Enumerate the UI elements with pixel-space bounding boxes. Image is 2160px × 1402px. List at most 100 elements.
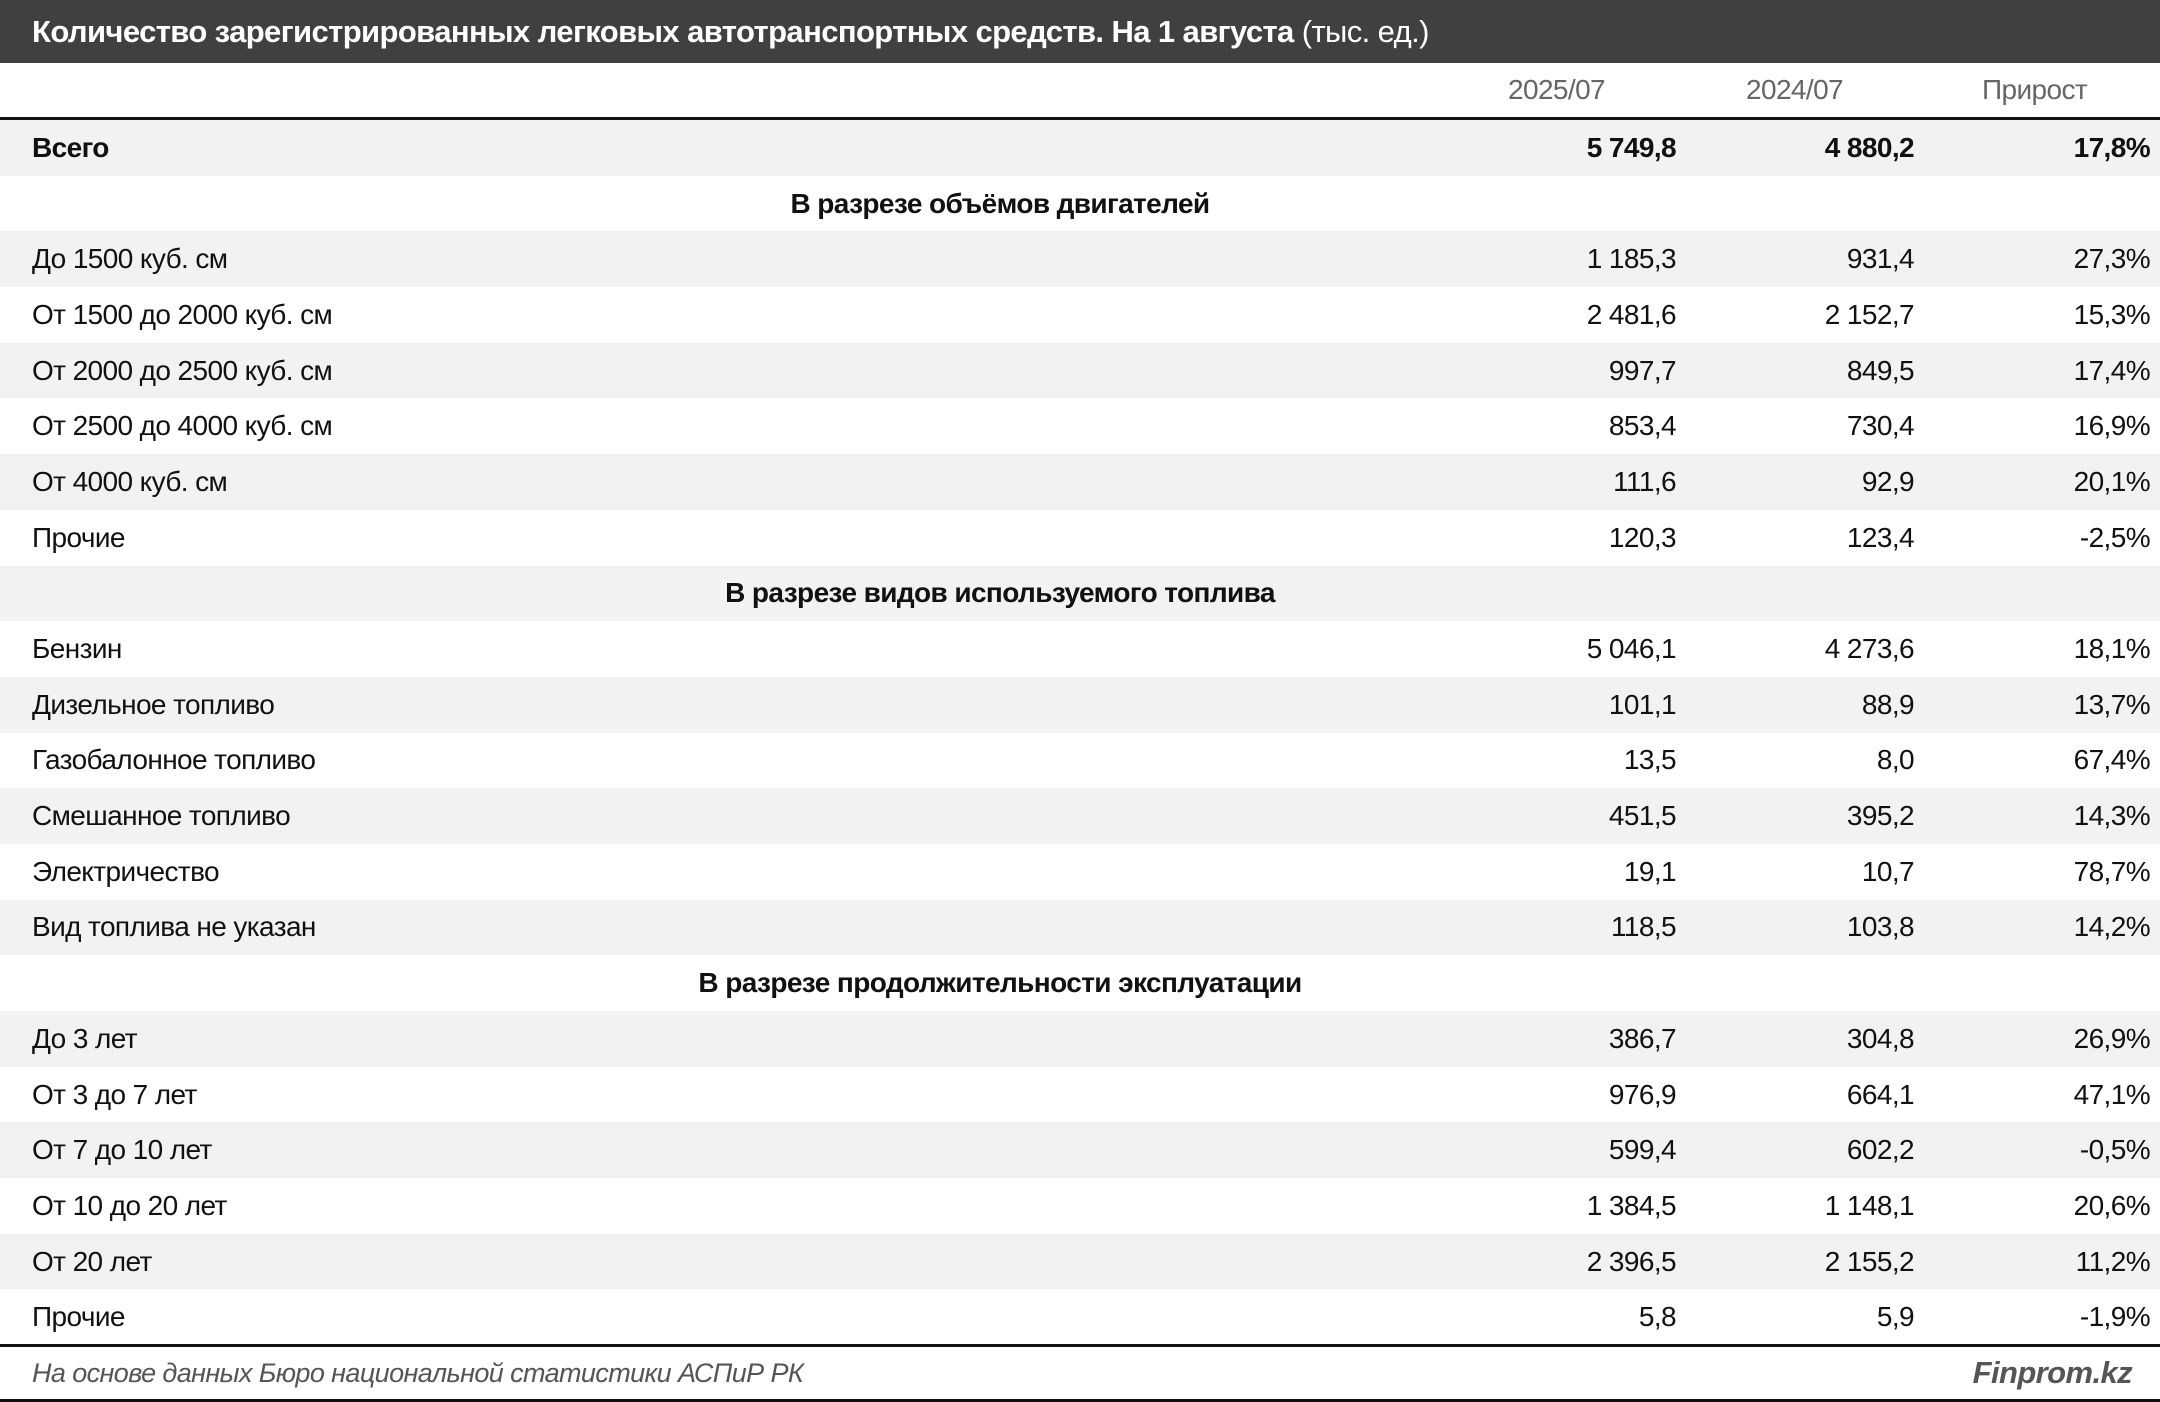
table-row: Дизельное топливо 101,1 88,9 13,7% bbox=[0, 676, 2160, 733]
value-2024: 2 152,7 bbox=[1824, 298, 1915, 330]
table-row: Вид топлива не указан 118,5 103,8 14,2% bbox=[0, 899, 2160, 956]
footer-bottom-border bbox=[0, 1399, 2160, 1402]
title-unit: (тыс. ед.) bbox=[1293, 14, 1430, 49]
table-row: От 3 до 7 лет 976,9 664,1 47,1% bbox=[0, 1067, 2160, 1123]
table-row: От 1500 до 2000 куб. см 2 481,6 2 152,7 … bbox=[0, 287, 2160, 343]
header-row: 2025/07 2024/07 Прирост bbox=[0, 63, 2160, 120]
value-2024: 395,2 bbox=[1846, 800, 1915, 832]
table-bottom-border bbox=[0, 1344, 2160, 1347]
value-2025: 120,3 bbox=[1608, 521, 1677, 553]
row-label: Газобалонное топливо bbox=[32, 744, 316, 776]
row-label: От 3 до 7 лет bbox=[32, 1078, 197, 1110]
row-label: Прочие bbox=[32, 521, 125, 553]
value-2024: 931,4 bbox=[1846, 243, 1915, 275]
table-row: От 10 до 20 лет 1 384,5 1 148,1 20,6% bbox=[0, 1178, 2160, 1234]
table-row: Прочие 5,8 5,9 -1,9% bbox=[0, 1289, 2160, 1345]
value-growth: 15,3% bbox=[2073, 298, 2151, 330]
row-label: От 20 лет bbox=[32, 1245, 152, 1277]
value-growth: 14,3% bbox=[2073, 800, 2151, 832]
row-label: От 2500 до 4000 куб. см bbox=[32, 410, 333, 442]
value-growth: 18,1% bbox=[2073, 633, 2151, 665]
row-label: От 2000 до 2500 куб. см bbox=[32, 354, 333, 386]
value-growth: 17,8% bbox=[2073, 131, 2151, 163]
value-2025: 13,5 bbox=[1623, 744, 1677, 776]
section-title: В разрезе продолжительности эксплуатации bbox=[698, 967, 1302, 999]
value-growth: 17,4% bbox=[2073, 354, 2151, 386]
table-row: От 7 до 10 лет 599,4 602,2 -0,5% bbox=[0, 1122, 2160, 1179]
row-label: Вид топлива не указан bbox=[32, 911, 316, 943]
value-2025: 101,1 bbox=[1608, 688, 1677, 720]
value-2025: 1 185,3 bbox=[1586, 243, 1677, 275]
value-2024: 602,2 bbox=[1846, 1134, 1915, 1166]
table-row: До 3 лет 386,7 304,8 26,9% bbox=[0, 1011, 2160, 1067]
table-row: Смешанное топливо 451,5 395,2 14,3% bbox=[0, 788, 2160, 844]
value-2024: 730,4 bbox=[1846, 410, 1915, 442]
value-2024: 2 155,2 bbox=[1824, 1245, 1915, 1277]
section-title: В разрезе объёмов двигателей bbox=[790, 187, 1210, 219]
table-row: От 4000 куб. см 111,6 92,9 20,1% bbox=[0, 454, 2160, 510]
value-2025: 5 749,8 bbox=[1586, 131, 1677, 163]
value-2025: 386,7 bbox=[1608, 1022, 1677, 1054]
row-label: До 1500 куб. см bbox=[32, 243, 228, 275]
value-growth: 27,3% bbox=[2073, 243, 2151, 275]
row-label: Бензин bbox=[32, 633, 122, 665]
value-growth: -0,5% bbox=[2079, 1134, 2151, 1166]
table-row: От 2500 до 4000 куб. см 853,4 730,4 16,9… bbox=[0, 398, 2160, 454]
value-2025: 5,8 bbox=[1638, 1301, 1677, 1333]
table-row: Бензин 5 046,1 4 273,6 18,1% bbox=[0, 621, 2160, 677]
value-growth: 67,4% bbox=[2073, 744, 2151, 776]
value-growth: 26,9% bbox=[2073, 1022, 2151, 1054]
value-2025: 853,4 bbox=[1608, 410, 1677, 442]
column-header-2024: 2024/07 bbox=[1746, 74, 1844, 105]
value-2025: 19,1 bbox=[1623, 855, 1677, 887]
row-label: От 7 до 10 лет bbox=[32, 1134, 212, 1166]
column-header-2025: 2025/07 bbox=[1508, 74, 1606, 105]
section-header-fuel: В разрезе видов используемого топлива bbox=[0, 565, 2160, 622]
value-2024: 92,9 bbox=[1861, 465, 1915, 497]
value-growth: -1,9% bbox=[2079, 1301, 2151, 1333]
value-2025: 997,7 bbox=[1608, 354, 1677, 386]
value-growth: 16,9% bbox=[2073, 410, 2151, 442]
row-label: От 4000 куб. см bbox=[32, 465, 228, 497]
value-2024: 103,8 bbox=[1846, 911, 1915, 943]
value-2024: 664,1 bbox=[1846, 1078, 1915, 1110]
value-2024: 5,9 bbox=[1876, 1301, 1915, 1333]
brand-logo: Finprom.kz bbox=[1972, 1355, 2133, 1390]
table-row: Электричество 19,1 10,7 78,7% bbox=[0, 844, 2160, 900]
row-label: Электричество bbox=[32, 855, 220, 887]
value-growth: 13,7% bbox=[2073, 688, 2151, 720]
section-header-engine: В разрезе объёмов двигателей bbox=[0, 176, 2160, 232]
row-label: Дизельное топливо bbox=[32, 688, 275, 720]
value-growth: 14,2% bbox=[2073, 911, 2151, 943]
value-growth: 78,7% bbox=[2073, 855, 2151, 887]
source-note: На основе данных Бюро национальной стати… bbox=[32, 1358, 804, 1388]
section-header-age: В разрезе продолжительности эксплуатации bbox=[0, 955, 2160, 1011]
row-label: Всего bbox=[32, 131, 109, 163]
row-label: Смешанное топливо bbox=[32, 800, 291, 832]
value-2024: 10,7 bbox=[1861, 855, 1915, 887]
value-2024: 4 273,6 bbox=[1824, 633, 1915, 665]
value-2025: 111,6 bbox=[1613, 465, 1677, 497]
row-label: От 10 до 20 лет bbox=[32, 1189, 227, 1221]
value-growth: 11,2% bbox=[2075, 1245, 2151, 1277]
value-growth: 47,1% bbox=[2073, 1078, 2151, 1110]
value-2025: 2 396,5 bbox=[1586, 1245, 1677, 1277]
value-2025: 976,9 bbox=[1608, 1078, 1677, 1110]
total-row: Всего 5 749,8 4 880,2 17,8% bbox=[0, 120, 2160, 176]
value-2024: 304,8 bbox=[1846, 1022, 1915, 1054]
table-row: От 2000 до 2500 куб. см 997,7 849,5 17,4… bbox=[0, 342, 2160, 399]
value-2024: 1 148,1 bbox=[1824, 1189, 1915, 1221]
table-title: Количество зарегистрированных легковых а… bbox=[0, 0, 2160, 63]
data-table: 2025/07 2024/07 Прирост Всего 5 749,8 4 … bbox=[0, 63, 2160, 1345]
value-growth: -2,5% bbox=[2079, 521, 2151, 553]
row-label: До 3 лет bbox=[32, 1022, 138, 1054]
value-2024: 8,0 bbox=[1876, 744, 1915, 776]
table-row: От 20 лет 2 396,5 2 155,2 11,2% bbox=[0, 1233, 2160, 1290]
value-2024: 4 880,2 bbox=[1824, 131, 1915, 163]
row-label: Прочие bbox=[32, 1301, 125, 1333]
row-label: От 1500 до 2000 куб. см bbox=[32, 298, 333, 330]
value-2025: 451,5 bbox=[1608, 800, 1677, 832]
table-row: Газобалонное топливо 13,5 8,0 67,4% bbox=[0, 733, 2160, 789]
value-2025: 1 384,5 bbox=[1586, 1189, 1677, 1221]
value-growth: 20,6% bbox=[2073, 1189, 2151, 1221]
